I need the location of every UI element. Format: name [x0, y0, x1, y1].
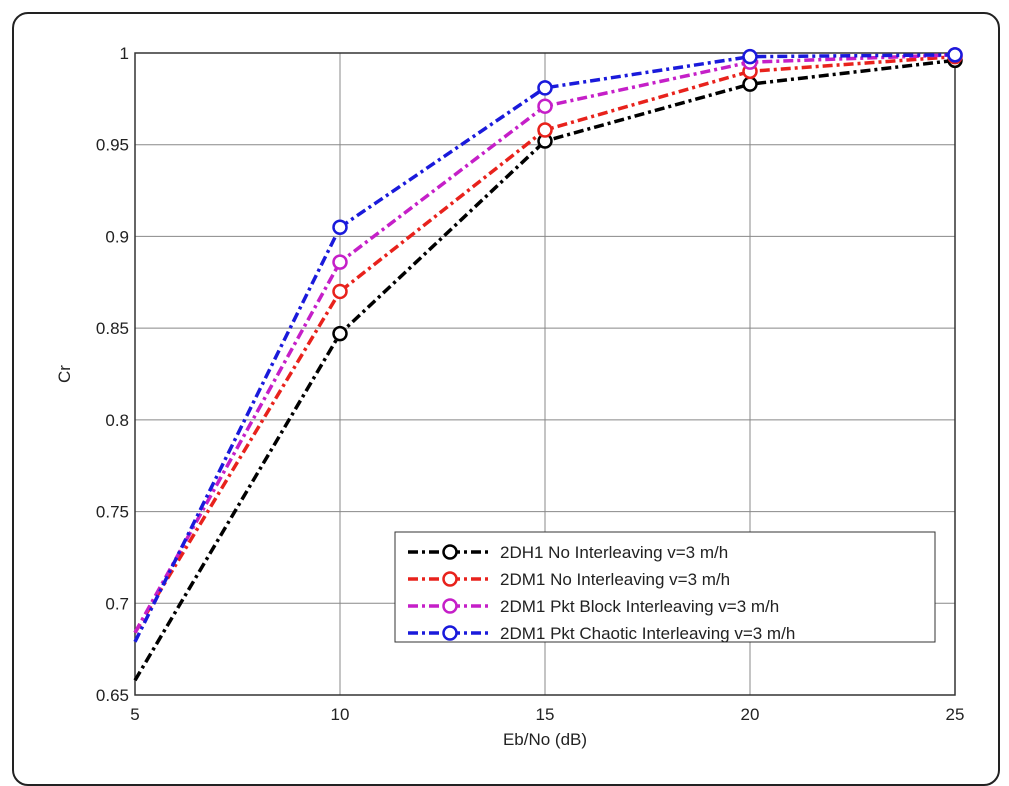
data-point	[947, 47, 963, 63]
x-tick-label: 15	[536, 705, 555, 724]
legend-entry: 2DM1 Pkt Block Interleaving v=3 m/h	[500, 597, 779, 616]
data-point	[742, 76, 758, 92]
y-tick-label: 0.7	[105, 594, 129, 613]
line-chart: 5 10 15 20 25 0.65 0.7 0.75 0.8 0.85 0.9 0.95 1 Eb/No…	[55, 44, 965, 749]
series-3	[133, 47, 963, 643]
y-axis-label: Cr	[55, 365, 74, 383]
data-point	[537, 122, 553, 138]
data-point	[332, 283, 348, 300]
data-point	[332, 254, 348, 270]
x-tick-label: 5	[130, 705, 139, 724]
x-axis-label: Eb/No (dB)	[503, 730, 587, 749]
data-point	[332, 219, 348, 236]
legend-marker	[442, 571, 458, 587]
y-tick-label: 0.8	[105, 411, 129, 430]
series-line	[133, 53, 956, 643]
legend-marker	[442, 544, 458, 560]
x-tick-label: 20	[741, 705, 760, 724]
legend-entry: 2DM1 No Interleaving v=3 m/h	[500, 570, 730, 589]
plot-border	[134, 52, 956, 696]
data-point	[742, 48, 758, 65]
y-tick-label: 0.9	[105, 227, 129, 246]
y-tick-label: 1	[120, 44, 129, 63]
data-point	[537, 80, 553, 96]
x-tick-label: 10	[331, 705, 350, 724]
data-point	[332, 325, 348, 342]
legend: 2DH1 No Interleaving v=3 m/h 2DM1 No Inte…	[394, 531, 936, 643]
y-tick-label: 0.95	[96, 136, 129, 155]
series-line	[133, 58, 956, 682]
y-tick-label: 0.75	[96, 503, 129, 522]
legend-marker	[442, 598, 458, 614]
legend-entry: 2DM1 Pkt Chaotic Interleaving v=3 m/h	[500, 624, 795, 643]
y-tick-label: 0.85	[96, 319, 129, 338]
legend-marker	[442, 625, 458, 641]
x-tick-label: 25	[946, 705, 965, 724]
y-tick-label: 0.65	[96, 686, 129, 705]
legend-entry: 2DH1 No Interleaving v=3 m/h	[500, 543, 728, 562]
data-point	[537, 98, 553, 114]
